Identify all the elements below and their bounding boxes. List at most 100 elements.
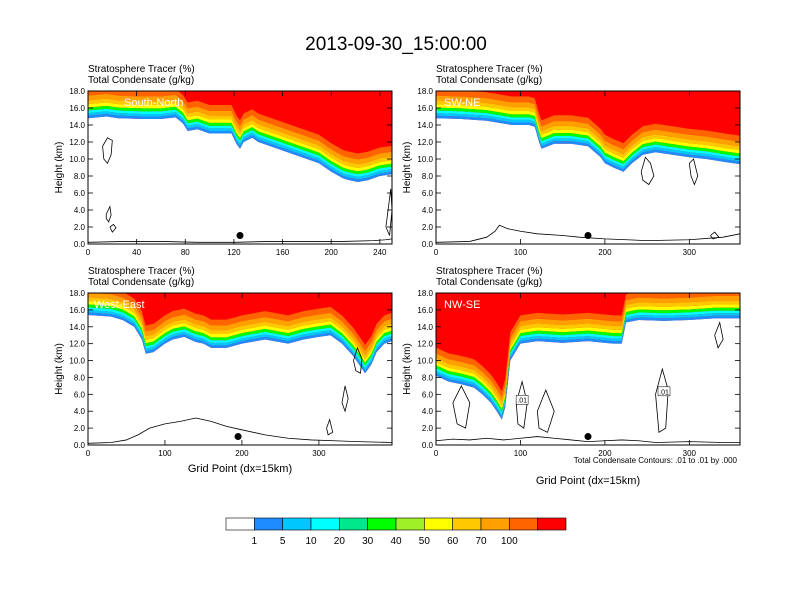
region-label: SW-NE bbox=[444, 97, 480, 109]
colorbar-swatch bbox=[367, 517, 397, 531]
colorbar: 1 5 10 20 30 40 50 60 70 100 bbox=[225, 517, 567, 547]
plot-area bbox=[88, 293, 392, 445]
tracer-band-2 bbox=[436, 110, 740, 167]
terrain-line bbox=[436, 224, 740, 243]
ytick-label: 4.0 bbox=[74, 407, 86, 416]
panel-header-tracer: Stratosphere Tracer (%) bbox=[436, 266, 543, 277]
colorbar-swatch bbox=[225, 517, 255, 531]
xtick-label: 300 bbox=[683, 248, 697, 257]
colorbar-label: 10 bbox=[305, 536, 317, 547]
xtick-label: 80 bbox=[181, 248, 190, 257]
colorbar-swatch bbox=[339, 517, 368, 531]
xtick-label: 300 bbox=[683, 449, 697, 458]
panel-header-condensate: Total Condensate (g/kg) bbox=[88, 75, 194, 86]
condensate-contour bbox=[385, 188, 392, 236]
tracer-band-4 bbox=[436, 104, 740, 162]
colorbar-swatch bbox=[254, 517, 283, 531]
tracer-band-7 bbox=[88, 91, 392, 160]
xtick-label: 100 bbox=[158, 449, 172, 458]
condensate-contour bbox=[452, 384, 471, 429]
xtick-label: 120 bbox=[227, 248, 241, 257]
colorbar-swatch bbox=[310, 517, 340, 531]
colorbar-swatch bbox=[282, 517, 312, 531]
tracer-band-6 bbox=[436, 95, 740, 154]
colorbar-swatch bbox=[395, 517, 425, 531]
condensate-contour bbox=[515, 380, 528, 429]
panels: Stratosphere Tracer (%)Total Condensate … bbox=[54, 64, 741, 487]
tracer-band-0 bbox=[88, 312, 392, 374]
tracer-band-3 bbox=[88, 105, 392, 175]
region-label: West-East bbox=[94, 299, 145, 311]
colorbar-label: 50 bbox=[419, 536, 431, 547]
panel-header-tracer: Stratosphere Tracer (%) bbox=[436, 64, 543, 75]
ytick-label: 6.0 bbox=[422, 390, 434, 399]
xtick-label: 200 bbox=[325, 248, 339, 257]
panel-header-tracer: Stratosphere Tracer (%) bbox=[88, 266, 195, 277]
xtick-label: 100 bbox=[514, 248, 528, 257]
condensate-contour bbox=[326, 418, 334, 436]
ytick-label: 4.0 bbox=[422, 206, 434, 215]
ytick-label: 0.0 bbox=[74, 240, 86, 249]
colorbar-label: 5 bbox=[280, 536, 286, 547]
terrain-line bbox=[436, 436, 740, 443]
condensate-contour bbox=[102, 137, 113, 164]
region-label: South-North bbox=[124, 97, 183, 109]
colorbar-label: 1 bbox=[252, 536, 258, 547]
condensate-contour bbox=[688, 158, 699, 186]
tracer-band-1 bbox=[88, 309, 392, 371]
colorbar-label: 30 bbox=[362, 536, 374, 547]
xtick-label: 300 bbox=[312, 449, 326, 458]
tracer-region-max bbox=[436, 293, 740, 420]
plot-area bbox=[436, 91, 740, 244]
colorbar-swatch bbox=[424, 517, 453, 531]
panel-header-condensate: Total Condensate (g/kg) bbox=[436, 75, 542, 86]
ytick-label: 0.0 bbox=[74, 441, 86, 450]
tracer-band-7 bbox=[436, 293, 740, 398]
ytick-label: 16.0 bbox=[417, 306, 433, 315]
location-marker bbox=[584, 232, 592, 239]
location-marker bbox=[236, 232, 244, 239]
ytick-label: 0.0 bbox=[422, 441, 434, 450]
condensate-contour bbox=[640, 156, 655, 186]
ytick-label: 16.0 bbox=[417, 104, 433, 113]
tracer-band-7 bbox=[436, 91, 740, 150]
ytick-label: 6.0 bbox=[422, 189, 434, 198]
colorbar-label: 70 bbox=[475, 536, 487, 547]
tracer-band-1 bbox=[436, 113, 740, 170]
tracer-band-3 bbox=[88, 304, 392, 366]
ytick-label: 2.0 bbox=[422, 223, 434, 232]
xtick-label: 160 bbox=[276, 248, 290, 257]
figure-title: 2013-09-30_15:00:00 bbox=[305, 34, 487, 55]
condensate-contour bbox=[536, 389, 555, 433]
panel-sw-ne: Stratosphere Tracer (%)Total Condensate … bbox=[402, 64, 741, 257]
x-axis-label: Grid Point (dx=15km) bbox=[188, 463, 292, 475]
ytick-label: 2.0 bbox=[74, 223, 86, 232]
ytick-label: 10.0 bbox=[417, 155, 433, 164]
tracer-band-6 bbox=[88, 93, 392, 165]
x-axis-label: Grid Point (dx=15km) bbox=[536, 475, 640, 487]
ytick-label: 18.0 bbox=[417, 289, 433, 298]
y-axis-label: Height (km) bbox=[54, 142, 65, 194]
ytick-label: 14.0 bbox=[417, 323, 433, 332]
contour-note: Total Condensate Contours: .01 to .01 by… bbox=[574, 456, 738, 465]
plot-area bbox=[88, 91, 392, 244]
ytick-label: 2.0 bbox=[422, 424, 434, 433]
plot-frame bbox=[87, 90, 393, 245]
condensate-contour bbox=[655, 367, 669, 434]
panel-header-condensate: Total Condensate (g/kg) bbox=[436, 277, 542, 288]
tracer-band-5 bbox=[88, 98, 392, 168]
tracer-band-5 bbox=[88, 297, 392, 360]
xtick-label: 200 bbox=[235, 449, 249, 458]
ytick-label: 8.0 bbox=[74, 172, 86, 181]
tracer-band-5 bbox=[436, 100, 740, 158]
condensate-contour bbox=[714, 321, 724, 349]
colorbar-swatch bbox=[509, 517, 538, 531]
location-marker bbox=[234, 433, 242, 441]
colorbar-swatch bbox=[537, 517, 567, 531]
ytick-label: 12.0 bbox=[69, 340, 85, 349]
tracer-band-2 bbox=[88, 307, 392, 369]
tracer-band-4 bbox=[88, 102, 392, 172]
ytick-label: 16.0 bbox=[69, 104, 85, 113]
